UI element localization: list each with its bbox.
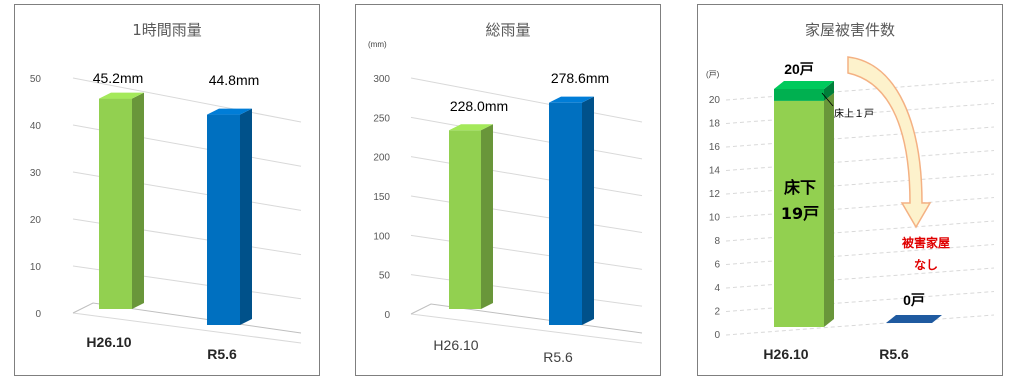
- data-label-h26: 20戸: [784, 61, 814, 77]
- y-tick-label: 50: [379, 271, 391, 282]
- gridline: [725, 103, 995, 124]
- chart-title: 1時間雨量: [132, 21, 202, 39]
- y-tick-label: 0: [714, 330, 720, 341]
- bar-H26-10: [449, 130, 481, 309]
- y-tick-label: 30: [30, 168, 42, 179]
- gridline: [725, 197, 995, 218]
- chart-house-damage: 家屋被害件数 (戸) 0 2 4 6 8 10 12 14 16 18 20 20戸 0戸 床上１戸…: [697, 4, 1003, 376]
- bar-H26-10-side: [481, 124, 493, 309]
- bar-h26-top: [774, 81, 834, 89]
- gridline: [410, 274, 643, 307]
- gridline: [725, 150, 995, 171]
- gridline: [725, 79, 995, 101]
- y-tick-label: 4: [714, 283, 720, 294]
- y-tick-label: 50: [30, 74, 42, 85]
- bar-R5-6: [207, 114, 240, 325]
- y-tick-label: 0: [384, 310, 390, 321]
- y-tick-label: 6: [714, 260, 720, 271]
- gridline: [72, 77, 302, 123]
- category-label-h26: H26.10: [433, 337, 478, 353]
- plot-area: 0 2 4 6 8 10 12 14 16 18 20: [709, 79, 995, 341]
- gridline: [725, 244, 995, 265]
- gridline: [410, 195, 643, 233]
- chart-title: 総雨量: [485, 21, 530, 39]
- total-rainfall-svg: 総雨量 (mm) 0 50 100 150 200 250 300 228.0mm 278.…: [368, 21, 643, 365]
- data-label-h26: 45.2mm: [93, 70, 144, 86]
- floor-below-label: 床下: [784, 178, 816, 197]
- y-tick-label: 14: [709, 166, 721, 177]
- y-unit-label: (mm): [368, 40, 387, 49]
- bar-h26-floor-below: [774, 100, 824, 328]
- bar-H26-10-side: [132, 92, 144, 309]
- gridline: [725, 291, 995, 312]
- y-tick-label: 0: [35, 309, 41, 320]
- no-damage-label-2: なし: [914, 258, 938, 272]
- gridline: [410, 156, 643, 197]
- y-tick-label: 8: [714, 236, 720, 247]
- data-label-r5: 0戸: [903, 292, 925, 308]
- no-damage-label: 被害家屋: [902, 235, 950, 250]
- bar-R5-6: [549, 102, 582, 325]
- y-unit-label: (戸): [706, 70, 720, 79]
- bar-r5-zero: [886, 315, 942, 323]
- gridline: [410, 313, 643, 344]
- plot-area: 0 50 100 150 200 250 300: [373, 74, 643, 344]
- y-tick-label: 20: [30, 215, 42, 226]
- data-label-h26: 228.0mm: [450, 98, 508, 114]
- category-label-r5: R5.6: [207, 346, 237, 362]
- y-tick-label: 2: [714, 307, 720, 318]
- y-tick-label: 40: [30, 121, 42, 132]
- data-label-r5: 44.8mm: [209, 72, 260, 88]
- y-tick-label: 10: [30, 262, 42, 273]
- y-tick-label: 300: [373, 74, 390, 85]
- bar-R5-6-side: [582, 96, 594, 325]
- y-tick-label: 150: [373, 192, 390, 203]
- gridline: [725, 173, 995, 195]
- data-label-r5: 278.6mm: [551, 70, 609, 86]
- hourly-rainfall-svg: 1時間雨量 0 10 20 30 40 50 45.2mm 44.8mm H26.10 R…: [30, 21, 302, 362]
- category-label-r5: R5.6: [543, 349, 573, 365]
- bar-H26-10-top: [99, 92, 144, 99]
- chart-total-rainfall: 総雨量 (mm) 0 50 100 150 200 250 300 228.0mm 278.…: [355, 4, 661, 376]
- floor-above-label: 床上１戸: [834, 107, 874, 120]
- bar-h26-lower-side: [824, 92, 834, 328]
- bar-H26-10: [99, 98, 132, 309]
- category-label-r5: R5.6: [879, 346, 909, 362]
- plot-area: 0 10 20 30 40 50: [30, 74, 302, 344]
- gridline: [410, 234, 643, 270]
- y-tick-label: 200: [373, 153, 390, 164]
- bar-R5-6-top: [207, 108, 252, 115]
- gridline: [410, 77, 643, 123]
- gridline: [725, 314, 995, 336]
- y-tick-label: 20: [709, 95, 721, 106]
- chart-hourly-rainfall: 1時間雨量 0 10 20 30 40 50 45.2mm 44.8mm H26.10 R…: [14, 4, 320, 376]
- y-tick-label: 12: [709, 189, 721, 200]
- gridline: [725, 267, 995, 289]
- bar-h26-floor-above: [774, 89, 824, 101]
- floor-above-leader-line: [821, 92, 834, 107]
- y-tick-label: 16: [709, 142, 721, 153]
- bar-H26-10-top: [449, 124, 493, 131]
- y-tick-label: 18: [709, 119, 721, 130]
- bar-R5-6-top: [549, 96, 594, 103]
- gridline: [410, 116, 643, 160]
- bar-R5-6-side: [240, 108, 252, 325]
- gridline: [725, 220, 995, 242]
- floor-below-count: 19戸: [781, 204, 819, 223]
- house-damage-svg: 家屋被害件数 (戸) 0 2 4 6 8 10 12 14 16 18 20 20戸 0戸 床上１戸…: [706, 21, 995, 362]
- y-tick-label: 100: [373, 231, 390, 242]
- category-label-h26: H26.10: [763, 346, 808, 362]
- category-label-h26: H26.10: [86, 334, 131, 350]
- bar-h26-upper-side: [824, 81, 834, 101]
- y-tick-label: 10: [709, 213, 721, 224]
- gridline: [72, 312, 302, 344]
- chart-title: 家屋被害件数: [805, 21, 895, 39]
- y-tick-label: 250: [373, 113, 390, 124]
- gridline: [725, 126, 995, 148]
- decrease-arrow-icon: [847, 56, 932, 229]
